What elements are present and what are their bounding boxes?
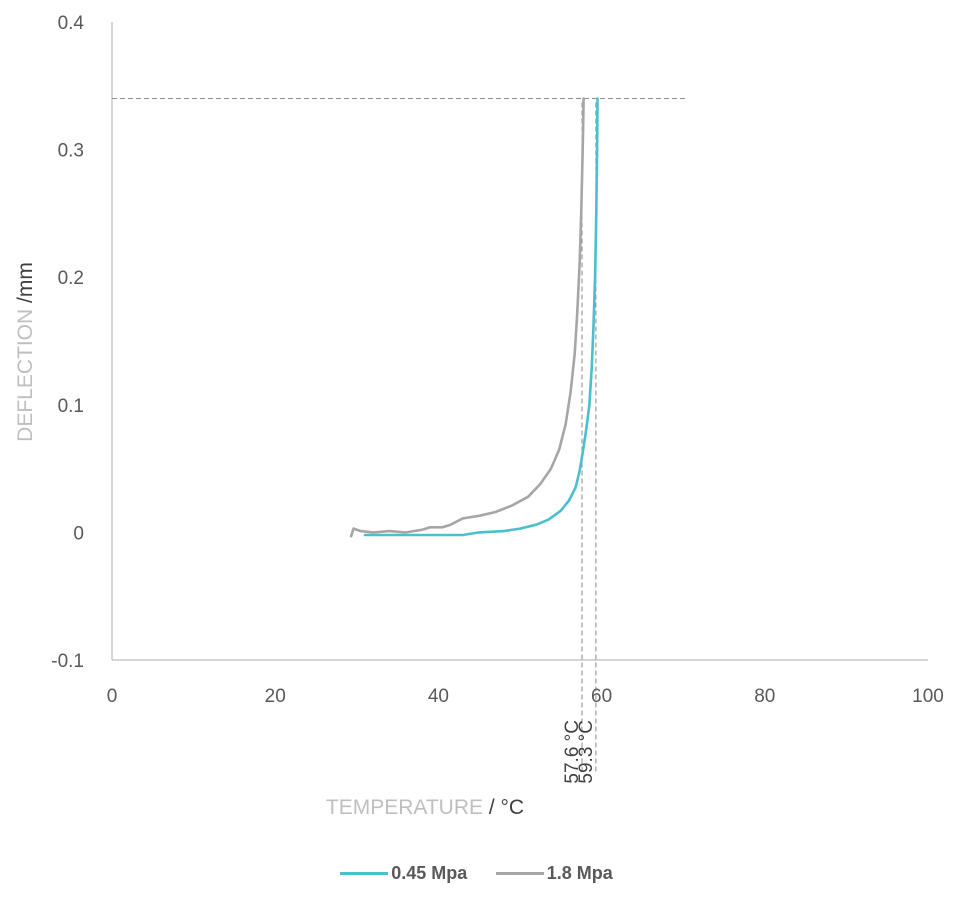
annotation-label-1: 59.3 °C xyxy=(576,720,597,784)
y-tick-label-4: 0.3 xyxy=(58,141,84,162)
series-line-1 xyxy=(349,97,585,538)
series-line-0 xyxy=(363,97,599,537)
legend-label-0: 0.45 Mpa xyxy=(391,863,468,883)
x-tick-label-5: 100 xyxy=(912,686,944,707)
legend-swatch-1 xyxy=(495,872,544,875)
x-axis-title-main: TEMPERATURE xyxy=(326,796,483,819)
x-tick-label-0: 0 xyxy=(107,686,118,707)
y-tick-label-3: 0.2 xyxy=(58,268,84,289)
x-axis-title-unit: / °C xyxy=(483,796,524,819)
y-axis-title: DEFLECTION /mm xyxy=(14,262,37,442)
x-tick-label-3: 60 xyxy=(591,686,612,707)
legend-item-1: 1.8 Mpa xyxy=(495,863,613,884)
tick-labels: 0 20 40 60 80 100 -0.1 0 0.1 0.2 0.3 0.4 xyxy=(51,13,944,707)
x-tick-label-1: 20 xyxy=(265,686,286,707)
y-tick-label-1: 0 xyxy=(73,523,84,544)
x-axis-title: TEMPERATURE / °C xyxy=(326,796,524,819)
legend-label-1: 1.8 Mpa xyxy=(546,863,613,883)
x-tick-label-4: 80 xyxy=(754,686,775,707)
annotation-label-0: 57.6 °C xyxy=(562,720,583,784)
axes xyxy=(111,22,928,661)
y-axis-title-unit: /mm xyxy=(14,262,37,309)
y-tick-label-2: 0.1 xyxy=(58,396,84,417)
reference-lines xyxy=(112,98,688,772)
legend-swatch-0 xyxy=(340,872,389,875)
y-axis-title-main: DEFLECTION xyxy=(14,309,37,442)
y-tick-label-0: -0.1 xyxy=(51,651,84,672)
y-tick-label-5: 0.4 xyxy=(58,13,85,34)
legend-item-0: 0.45 Mpa xyxy=(340,863,467,884)
annotations: 57.6 °C59.3 °C xyxy=(562,720,597,784)
legend: 0.45 Mpa 1.8 Mpa xyxy=(0,862,953,884)
series-group xyxy=(349,97,599,538)
x-tick-label-2: 40 xyxy=(428,686,449,707)
